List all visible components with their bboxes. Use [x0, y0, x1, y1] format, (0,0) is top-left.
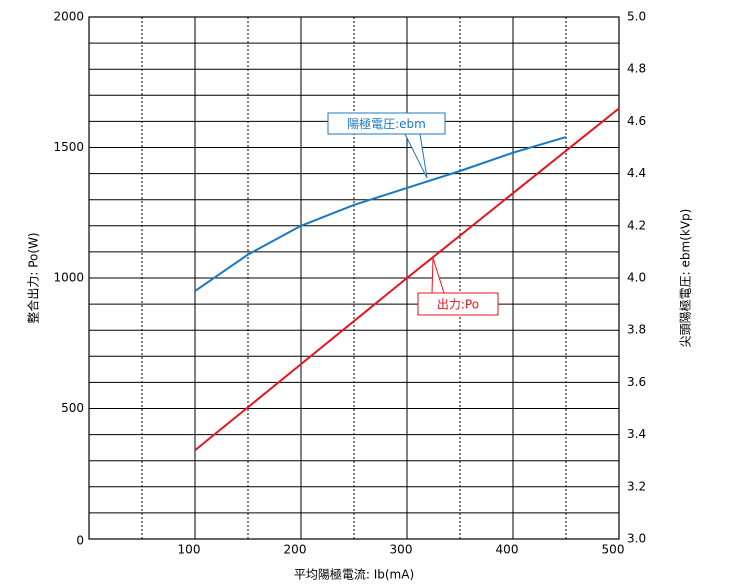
y2-tick-label: 4.4 [627, 166, 646, 180]
callout-box [327, 112, 446, 135]
y2-tick-label: 3.0 [627, 532, 646, 546]
y2-tick-label: 5.0 [627, 10, 646, 24]
y2-tick-label: 4.8 [627, 62, 646, 76]
y-axis-label: 整合出力: Po(W) [26, 232, 41, 323]
y2-tick-label: 4.6 [627, 114, 646, 128]
y2-tick-label: 4.0 [627, 271, 646, 285]
data-line [194, 107, 620, 452]
y2-tick-label: 3.8 [627, 323, 646, 337]
x-tick-label: 400 [496, 543, 519, 557]
y-tick-label: 1000 [53, 271, 84, 285]
x-tick-label: 300 [390, 543, 413, 557]
callout-leader [404, 133, 428, 179]
x-tick-label: 500 [602, 543, 625, 557]
y-tick-label: 1500 [53, 140, 84, 154]
y2-tick-label: 4.2 [627, 218, 646, 232]
y2-tick-label: 3.4 [627, 427, 646, 441]
plot-frame [88, 16, 620, 540]
callout-leader [431, 257, 445, 294]
y2-tick-label: 3.6 [627, 375, 646, 389]
y2-tick-label: 3.2 [627, 479, 646, 493]
data-line [194, 136, 567, 292]
callout-box [417, 292, 499, 316]
x-tick-label: 100 [178, 543, 201, 557]
y-tick-label: 2000 [53, 10, 84, 24]
legend-label: 陽極電圧:ebm [347, 116, 426, 131]
y-tick-label: 500 [61, 401, 84, 415]
y2-axis-label: 尖頭陽極電圧: ebm(kVp) [678, 209, 693, 348]
x-tick-label: 200 [284, 543, 307, 557]
x-axis-label: 平均陽極電流: Ib(mA) [294, 567, 414, 582]
y-tick-label: 0 [76, 534, 84, 548]
legend-label: 出力:Po [437, 298, 479, 312]
